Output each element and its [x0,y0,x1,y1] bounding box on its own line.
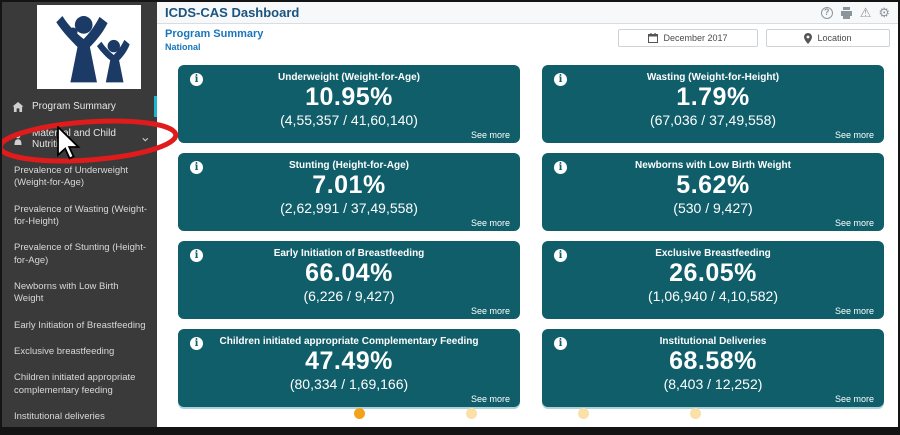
help-icon[interactable]: ? [820,6,833,19]
card-title: Newborns with Low Birth Weight [635,160,791,171]
sidebar-item-institutional-deliveries[interactable]: Institutional deliveries [14,411,105,423]
card-value: 66.04% [305,259,393,287]
card-underweight: i Underweight (Weight-for-Age) 10.95% (4… [178,65,520,143]
inactive-dot [690,408,701,419]
card-complementary-feeding: i Children initiated appropriate Complem… [178,329,520,407]
location-filter-button[interactable]: Location [766,29,890,47]
info-icon[interactable]: i [190,249,203,262]
bottom-border-bar [2,427,898,433]
child-icon [14,133,22,145]
location-filter-label: Location [817,33,852,43]
card-value: 47.49% [305,347,393,375]
sidebar-item-newborns-low-birth-weight[interactable]: Newborns with Low Birth Weight [14,281,119,305]
print-icon[interactable] [840,6,853,19]
icds-logo-figures [56,16,130,83]
chevron-down-icon [142,137,149,141]
inactive-dot [466,408,477,419]
active-indicator [154,96,157,117]
icds-logo [37,5,141,89]
card-exclusive-breastfeeding: i Exclusive Breastfeeding 26.05% (1,06,9… [542,241,884,319]
card-title: Stunting (Height-for-Age) [289,160,409,171]
sidebar-item-prevalence-stunting[interactable]: Prevalence of Stunting (Height-for-Age) [14,242,147,266]
card-stunting: i Stunting (Height-for-Age) 7.01% (2,62,… [178,153,520,231]
active-dot [354,408,365,419]
sidebar-item-prevalence-wasting[interactable]: Prevalence of Wasting (Weight-for-Height… [14,203,148,228]
sidebar-section-maternal-child-nutrition[interactable]: Maternal and Child Nutrition [2,120,157,158]
card-value: 1.79% [676,83,750,111]
card-value: 10.95% [305,83,393,111]
scope-label: National [165,42,201,52]
card-fraction: (4,55,357 / 41,60,140) [280,112,418,128]
sidebar-item-label: Program Summary [32,101,116,112]
card-early-initiation-breastfeeding: i Early Initiation of Breastfeeding 66.0… [178,241,520,319]
info-icon[interactable]: i [554,337,567,350]
date-filter-button[interactable]: December 2017 [618,29,758,47]
card-fraction: (2,62,991 / 37,49,558) [280,200,418,216]
see-more-link[interactable]: See more [834,306,874,316]
card-fraction: (80,334 / 1,69,166) [289,376,409,392]
info-icon[interactable]: i [554,161,567,174]
card-title: Underweight (Weight-for-Age) [277,72,421,83]
inactive-dot [578,408,589,419]
info-icon[interactable]: i [190,337,203,350]
see-more-link[interactable]: See more [834,394,874,404]
see-more-link[interactable]: See more [470,218,510,228]
kpi-cards-grid: i Underweight (Weight-for-Age) 10.95% (4… [178,65,884,407]
see-more-link[interactable]: See more [470,130,510,140]
see-more-link[interactable]: See more [834,218,874,228]
see-more-link[interactable]: See more [470,394,510,404]
see-more-link[interactable]: See more [470,306,510,316]
info-icon[interactable]: i [190,73,203,86]
titlebar-icons: ? ⚠ ⚙ [820,5,890,20]
info-icon[interactable]: i [554,249,567,262]
card-fraction: (6,226 / 9,427) [303,288,395,304]
card-title: Children initiated appropriate Complemen… [219,336,479,347]
subheader-titles: Program Summary National [165,28,263,52]
calendar-icon [648,33,659,43]
sidebar: Program Summary Maternal and Child Nutri… [2,2,157,427]
card-value: 5.62% [676,171,750,199]
settings-icon[interactable]: ⚙ [878,5,890,20]
card-fraction: (530 / 9,427) [673,200,753,216]
info-icon[interactable]: i [190,161,203,174]
subheader: Program Summary National December 2017 L… [157,24,898,52]
home-icon [12,101,24,112]
sidebar-item-exclusive-breastfeeding[interactable]: Exclusive breastfeeding [14,346,115,358]
card-title: Early Initiation of Breastfeeding [273,248,425,259]
card-fraction: (8,403 / 12,252) [663,376,763,392]
card-value: 26.05% [669,259,757,287]
filter-buttons: December 2017 Location [618,29,890,47]
card-value: 68.58% [669,347,757,375]
alert-icon[interactable]: ⚠ [859,5,872,20]
location-pin-icon [804,32,813,44]
sidebar-section-label: Maternal and Child Nutrition [32,128,116,150]
page-title: Program Summary [165,28,264,40]
card-fraction: (1,06,940 / 4,10,582) [648,288,778,304]
card-title: Exclusive Breastfeeding [655,248,771,259]
sidebar-item-complementary-feeding[interactable]: Children initiated appropriate complemen… [14,372,136,396]
sidebar-nav: Program Summary Maternal and Child Nutri… [2,93,157,427]
info-icon[interactable]: i [554,73,567,86]
card-value: 7.01% [312,171,386,199]
date-filter-label: December 2017 [663,33,728,43]
titlebar: ICDS-CAS Dashboard ? ⚠ ⚙ [157,2,898,24]
see-more-link[interactable]: See more [834,130,874,140]
main-content: ICDS-CAS Dashboard ? ⚠ ⚙ Program Summary… [157,2,898,433]
app-title: ICDS-CAS Dashboard [165,5,300,20]
card-wasting: i Wasting (Weight-for-Height) 1.79% (67,… [542,65,884,143]
sidebar-item-prevalence-underweight[interactable]: Prevalence of Underweight (Weight-for-Ag… [14,165,129,189]
card-title: Institutional Deliveries [659,336,767,347]
card-institutional-deliveries: i Institutional Deliveries 68.58% (8,403… [542,329,884,407]
sidebar-item-early-initiation-breastfeeding[interactable]: Early Initiation of Breastfeeding [14,319,146,331]
sidebar-item-program-summary[interactable]: Program Summary [2,93,157,120]
card-title: Wasting (Weight-for-Height) [646,72,780,83]
card-fraction: (67,036 / 37,49,558) [649,112,777,128]
card-low-birth-weight: i Newborns with Low Birth Weight 5.62% (… [542,153,884,231]
